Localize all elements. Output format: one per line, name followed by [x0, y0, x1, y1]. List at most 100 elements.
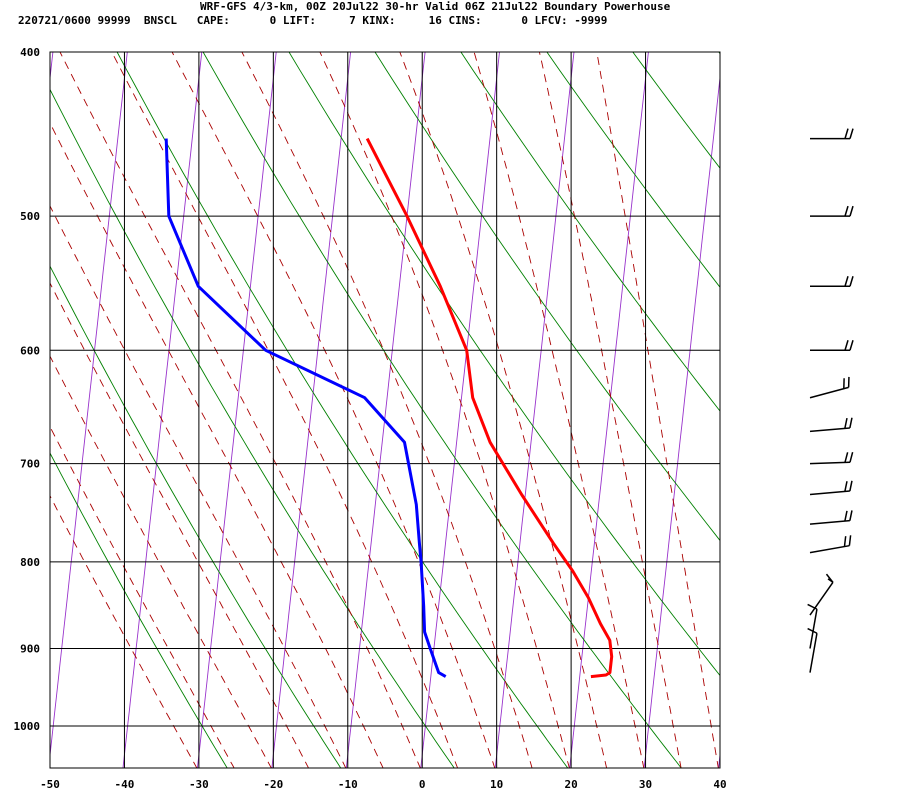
y-tick-label: 700: [20, 458, 40, 471]
isotherm-line: [643, 73, 720, 768]
wind-barb-flag: [844, 452, 849, 463]
moist-adiabat-line: [50, 425, 235, 768]
wind-barb-shaft: [809, 490, 850, 496]
dry-adiabat-line: [50, 452, 228, 768]
moist-adiabat-line: [111, 52, 459, 768]
wind-barb-flag: [849, 276, 854, 287]
y-tick-label: 900: [20, 643, 40, 656]
wind-barb: [810, 205, 854, 217]
wind-barb: [810, 128, 854, 140]
dry-adiabat-line: [50, 265, 342, 768]
x-tick-label: 0: [419, 778, 426, 791]
wind-barb-shaft: [809, 633, 818, 673]
wind-barb-flag: [844, 510, 848, 522]
moist-adiabat-line: [50, 282, 310, 768]
wind-barb: [809, 573, 834, 616]
wind-barb-flag: [843, 536, 847, 547]
x-tick-label: -20: [263, 778, 283, 791]
x-tick-label: 30: [639, 778, 652, 791]
isotherm-line: [122, 52, 203, 768]
wind-barb-flag: [807, 627, 818, 634]
x-tick-label: 40: [713, 778, 726, 791]
wind-barb-flag: [844, 340, 849, 351]
moist-adiabat-line: [399, 52, 608, 768]
moist-adiabat-line: [50, 355, 272, 768]
isotherm-line: [867, 14, 900, 769]
wind-barb-shaft: [809, 544, 850, 554]
wind-barb: [810, 340, 854, 352]
isotherm-line: [569, 52, 649, 768]
wind-barb-flag: [849, 340, 854, 351]
wind-barb-shaft: [809, 427, 850, 433]
wind-barb: [809, 417, 853, 433]
dry-adiabat-line: [860, 14, 900, 769]
wind-barb: [809, 535, 852, 554]
wind-barb-shaft: [809, 461, 851, 465]
wind-barb: [810, 276, 854, 288]
dry-adiabat-line: [460, 52, 720, 412]
background-lines: [50, 14, 900, 769]
isotherm-line: [271, 52, 352, 768]
sounding-stats: 220721/0600 99999 BNSCL CAPE: 0 LIFT: 7 …: [18, 14, 608, 27]
plot-area: [50, 52, 720, 768]
wind-barb: [809, 451, 854, 465]
wind-barb-flag: [849, 128, 854, 139]
dry-adiabat-line: [202, 52, 682, 768]
moist-adiabat-line: [319, 52, 570, 768]
y-tick-label: 500: [20, 210, 40, 223]
x-tick-label: -40: [115, 778, 135, 791]
wind-barb-flag: [844, 128, 849, 139]
dry-adiabat-line: [775, 14, 900, 769]
dry-adiabat-line: [50, 88, 455, 768]
tick-labels: -50 -40 -30 -20 -10 0 10 20 30 40 400 500 600 700 800 9…: [14, 46, 727, 791]
dewpoint-profile: [164, 138, 447, 678]
isotherm-line: [196, 52, 277, 768]
grid: [50, 52, 720, 768]
temperature-profile: [365, 137, 614, 679]
wind-barb: [807, 603, 818, 649]
wind-barb-flag: [807, 603, 818, 610]
x-tick-label: 20: [564, 778, 577, 791]
dry-adiabat-line: [116, 52, 569, 768]
wind-barb: [807, 627, 818, 673]
wind-barb-flag: [849, 480, 853, 492]
wind-barb-shaft: [809, 386, 849, 399]
dry-adiabat-line: [546, 52, 720, 288]
x-tick-label: -50: [40, 778, 60, 791]
dry-adiabat-line: [374, 52, 720, 542]
moist-adiabat-line: [50, 122, 384, 768]
x-tick-label: -10: [338, 778, 358, 791]
wind-barb: [809, 480, 853, 496]
wind-barb-flag: [849, 451, 854, 463]
moist-adiabat-line: [171, 52, 496, 768]
moist-adiabat-line: [596, 52, 719, 768]
plot-frame: [49, 51, 721, 769]
wind-barb-flag: [844, 418, 848, 429]
y-tick-label: 600: [20, 344, 40, 357]
wind-barbs: [807, 128, 854, 673]
isotherm-line: [345, 52, 426, 768]
isotherm-line: [50, 52, 54, 83]
dry-adiabat-line: [288, 52, 720, 677]
moist-adiabat-line: [59, 52, 421, 768]
wind-barb-shaft: [809, 581, 834, 616]
wind-barb-flag: [848, 535, 852, 546]
isotherm-line: [718, 750, 720, 768]
wind-barb-shaft: [809, 608, 818, 649]
wind-barb-flag: [844, 481, 848, 492]
wind-barb-flag: [827, 578, 834, 583]
y-tick-label: 1000: [14, 720, 41, 733]
chart-title: WRF-GFS 4/3-km, 00Z 20Jul22 30-hr Valid …: [200, 0, 671, 13]
wind-barb-flag: [844, 276, 849, 287]
wind-barb: [809, 510, 853, 525]
dry-adiabat-line: [718, 52, 720, 55]
wind-barb-flag: [849, 417, 853, 429]
x-tick-label: 10: [490, 778, 503, 791]
y-tick-label: 400: [20, 46, 40, 59]
y-tick-label: 800: [20, 556, 40, 569]
series-layer: [164, 137, 614, 679]
x-tick-label: -30: [189, 778, 209, 791]
moist-adiabat-line: [241, 52, 533, 768]
moist-adiabat-line: [538, 52, 682, 768]
